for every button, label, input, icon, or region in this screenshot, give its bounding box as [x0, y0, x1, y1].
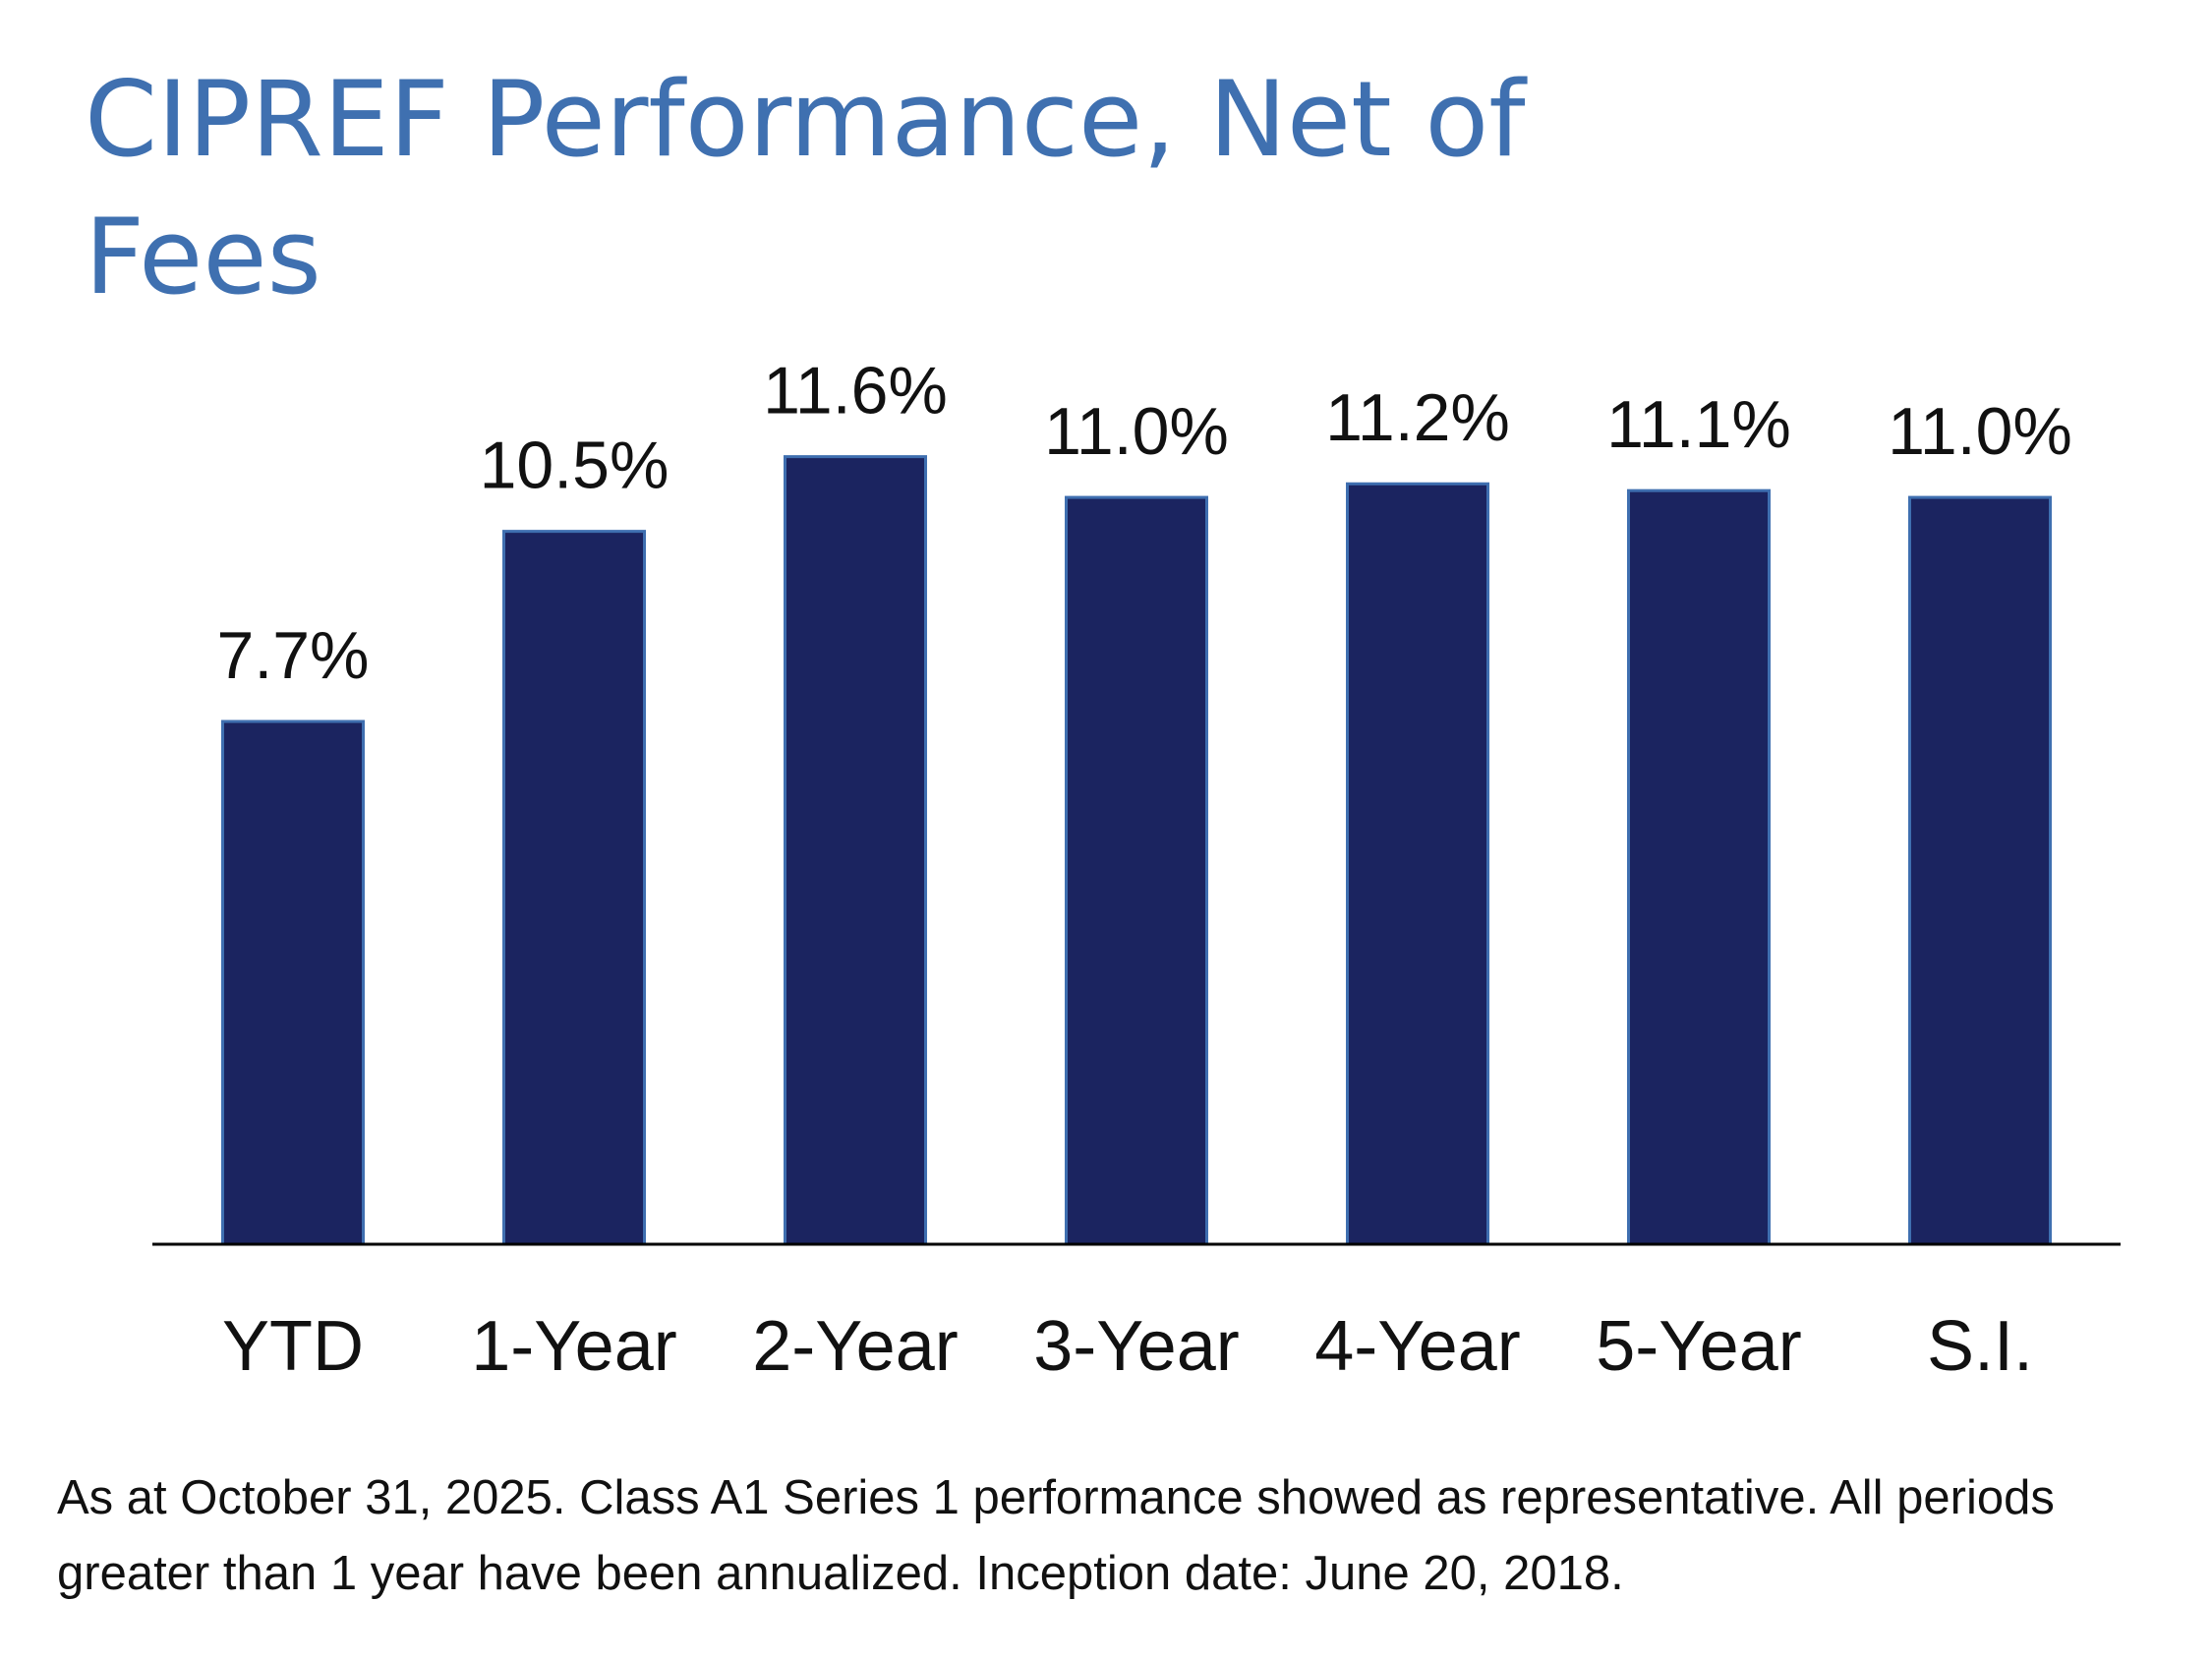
- value-label: 11.0%: [1044, 394, 1229, 469]
- value-label: 7.7%: [217, 618, 370, 693]
- x-tick-label: 5-Year: [1596, 1307, 1802, 1386]
- bar: [221, 719, 365, 1246]
- x-tick-label: YTD: [222, 1307, 364, 1386]
- bar: [1627, 488, 1771, 1246]
- value-label: 10.5%: [480, 429, 669, 503]
- bar: [1346, 482, 1489, 1246]
- bar: [784, 455, 927, 1246]
- footnote: As at October 31, 2025. Class A1 Series …: [57, 1471, 2055, 1600]
- value-label: 11.1%: [1606, 387, 1791, 462]
- value-label: 11.0%: [1888, 394, 2072, 469]
- chart-title: CIPREF Performance, Net of Fees: [85, 59, 1526, 317]
- x-tick-label: 2-Year: [752, 1307, 959, 1386]
- value-label: 11.2%: [1325, 380, 1510, 455]
- bar: [502, 530, 646, 1246]
- bar: [1065, 495, 1208, 1246]
- x-tick-label: 3-Year: [1033, 1307, 1240, 1386]
- x-tick-label: S.I.: [1927, 1307, 2033, 1386]
- x-tick-label: 4-Year: [1314, 1307, 1521, 1386]
- value-label: 11.6%: [763, 354, 948, 429]
- x-tick-label: 1-Year: [471, 1307, 677, 1386]
- bar: [1908, 495, 2052, 1246]
